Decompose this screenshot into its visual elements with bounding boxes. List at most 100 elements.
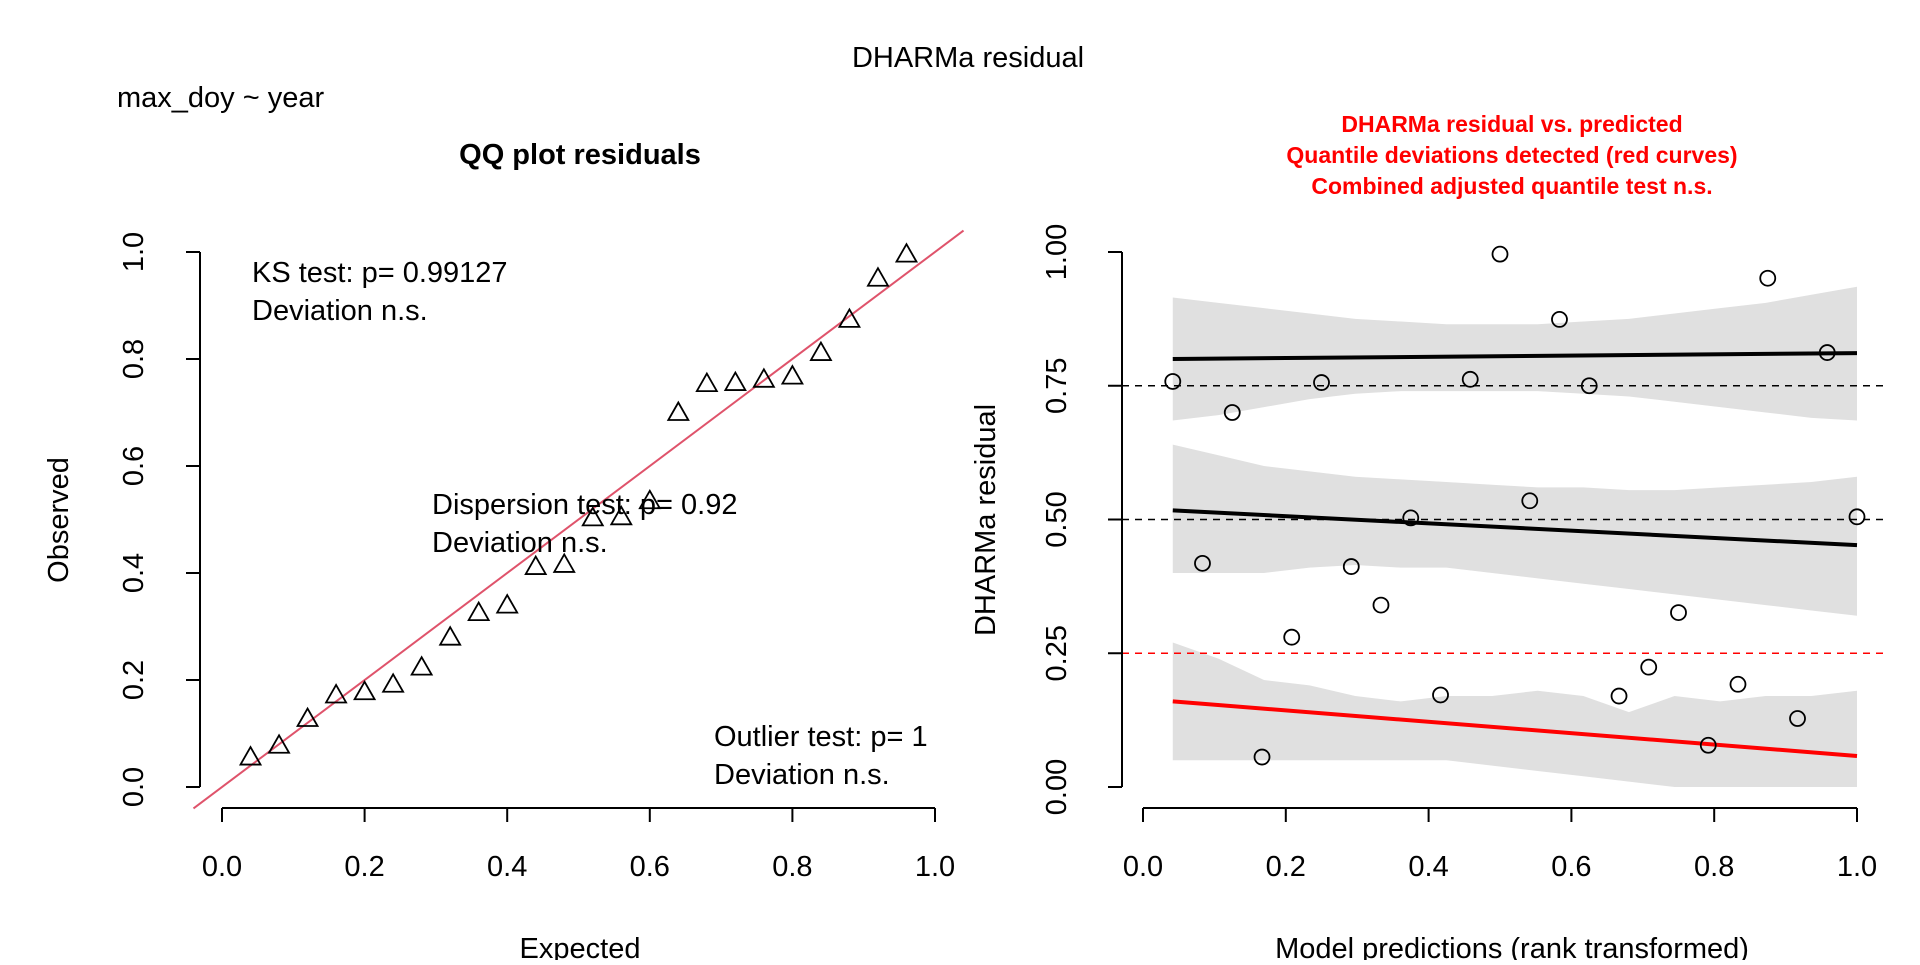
quantile-band bbox=[1172, 286, 1857, 421]
residual-point bbox=[1432, 686, 1449, 704]
residual-point bbox=[1491, 245, 1509, 263]
residual-point bbox=[1759, 269, 1777, 287]
qq-point bbox=[267, 733, 291, 754]
qq-point bbox=[666, 400, 690, 421]
residual-y-axis: 0.00 0.25 0.50 0.75 1.00 bbox=[1041, 224, 1123, 815]
qq-point bbox=[695, 371, 719, 393]
residual-point bbox=[1402, 509, 1420, 527]
qq-point bbox=[353, 679, 377, 701]
residual-y-tick-label: 0.25 bbox=[1041, 625, 1073, 681]
qq-point bbox=[752, 367, 776, 388]
residual-x-tick-label: 0.2 bbox=[1266, 851, 1306, 883]
qq-y-tick-label: 1.0 bbox=[118, 232, 150, 272]
quantile-fit-line bbox=[1172, 699, 1858, 758]
residual-point bbox=[1461, 370, 1479, 388]
qq-x-tick-label: 1.0 bbox=[915, 851, 955, 883]
residual-title-line-1: DHARMa residual vs. predicted bbox=[1341, 111, 1682, 137]
qq-y-tick-label: 0.2 bbox=[118, 660, 150, 700]
qq-point bbox=[894, 242, 919, 263]
qq-x-tick-label: 0.4 bbox=[487, 851, 527, 883]
quantile-fit-line bbox=[1172, 508, 1858, 548]
qq-point bbox=[780, 364, 804, 385]
residual-point bbox=[1640, 658, 1658, 676]
residual-title-line-2: Quantile deviations detected (red curves… bbox=[1286, 142, 1737, 168]
residual-y-tick-label: 1.00 bbox=[1041, 224, 1073, 280]
qq-x-tick-label: 0.6 bbox=[630, 851, 670, 883]
residual-y-tick-label: 0.50 bbox=[1041, 491, 1073, 547]
qq-y-tick-label: 0.8 bbox=[118, 339, 150, 379]
outlier-test-deviation: Deviation n.s. bbox=[714, 759, 890, 791]
qq-y-tick-label: 0.0 bbox=[118, 767, 150, 807]
quantile-confidence-bands bbox=[1172, 286, 1857, 787]
residual-point bbox=[1789, 710, 1806, 727]
residual-x-tick-label: 1.0 bbox=[1837, 851, 1877, 883]
residual-point bbox=[1194, 554, 1211, 572]
qq-y-axis-label: Observed bbox=[43, 457, 75, 583]
quantile-fit-lines bbox=[1172, 351, 1858, 758]
residual-x-axis-label: Model predictions (rank transformed) bbox=[1275, 933, 1749, 960]
residual-y-axis-label: DHARMa residual bbox=[970, 404, 1002, 636]
qq-x-tick-label: 0.8 bbox=[772, 851, 812, 883]
qq-point bbox=[296, 706, 320, 727]
residual-point bbox=[1551, 311, 1568, 328]
qq-x-tick-label: 0.0 bbox=[202, 851, 242, 883]
page-title: DHARMa residual bbox=[852, 42, 1084, 74]
qq-point bbox=[723, 370, 747, 391]
qq-point bbox=[638, 488, 662, 510]
qq-x-axis-label: Expected bbox=[520, 933, 641, 960]
qq-x-axis: 0.0 0.2 0.4 0.6 0.8 1.0 bbox=[202, 807, 955, 883]
qq-point bbox=[438, 625, 462, 646]
qq-reference-line bbox=[192, 229, 965, 810]
residual-vs-predicted-panel: DHARMa residual vs. predicted Quantile d… bbox=[970, 111, 1885, 965]
residual-x-tick-label: 0.0 bbox=[1123, 851, 1163, 883]
qq-annotations: KS test: p= 0.99127 Deviation n.s. Dispe… bbox=[252, 257, 928, 791]
residual-point bbox=[1610, 687, 1628, 705]
quantile-band bbox=[1172, 444, 1857, 616]
residual-x-axis: 0.0 0.2 0.4 0.6 0.8 1.0 bbox=[1123, 807, 1877, 883]
residual-point bbox=[1164, 373, 1182, 390]
dispersion-test-label: Dispersion test: p= 0.92 bbox=[432, 489, 737, 521]
qq-point bbox=[495, 593, 519, 614]
dispersion-test-deviation: Deviation n.s. bbox=[432, 527, 608, 559]
qq-point bbox=[552, 552, 576, 573]
residual-point bbox=[1848, 508, 1866, 526]
residual-point bbox=[1253, 748, 1271, 766]
quantile-fit-line bbox=[1172, 351, 1858, 361]
ks-test-label: KS test: p= 0.99127 bbox=[252, 257, 508, 289]
residual-points bbox=[1164, 245, 1866, 766]
qq-point bbox=[467, 600, 491, 621]
qq-point bbox=[524, 554, 548, 575]
qq-point bbox=[238, 745, 263, 766]
qq-y-tick-label: 0.6 bbox=[118, 446, 150, 486]
qq-x-tick-label: 0.2 bbox=[344, 851, 384, 883]
residual-y-tick-label: 0.75 bbox=[1041, 358, 1073, 414]
qq-point bbox=[381, 672, 405, 693]
residual-point bbox=[1729, 675, 1747, 693]
qq-point bbox=[837, 307, 861, 328]
residual-point bbox=[1580, 377, 1598, 395]
residual-title-line-3: Combined adjusted quantile test n.s. bbox=[1311, 173, 1712, 199]
qq-y-axis: 0.0 0.2 0.4 0.6 0.8 1.0 bbox=[118, 232, 201, 807]
residual-point bbox=[1699, 736, 1717, 754]
qq-point bbox=[410, 655, 434, 676]
residual-x-tick-label: 0.8 bbox=[1694, 851, 1734, 883]
ks-test-deviation: Deviation n.s. bbox=[252, 295, 428, 327]
qq-plot-title: QQ plot residuals bbox=[459, 139, 701, 171]
residual-point bbox=[1283, 628, 1301, 646]
qq-plot-panel: QQ plot residuals Expected Observed 0.0 0… bbox=[43, 139, 965, 965]
residual-x-tick-label: 0.4 bbox=[1408, 851, 1448, 883]
qq-point bbox=[609, 505, 633, 526]
residual-point bbox=[1372, 596, 1390, 614]
reference-quantile-lines bbox=[1122, 385, 1885, 654]
residual-point bbox=[1313, 374, 1330, 391]
formula-label: max_doy ~ year bbox=[117, 82, 324, 114]
residual-point bbox=[1223, 404, 1241, 421]
qq-y-tick-label: 0.4 bbox=[118, 553, 150, 593]
qq-point bbox=[324, 683, 348, 704]
qq-point bbox=[866, 266, 890, 287]
residual-point bbox=[1670, 604, 1687, 621]
quantile-band bbox=[1172, 642, 1857, 787]
qq-points bbox=[238, 242, 919, 766]
residual-x-tick-label: 0.6 bbox=[1551, 851, 1591, 883]
